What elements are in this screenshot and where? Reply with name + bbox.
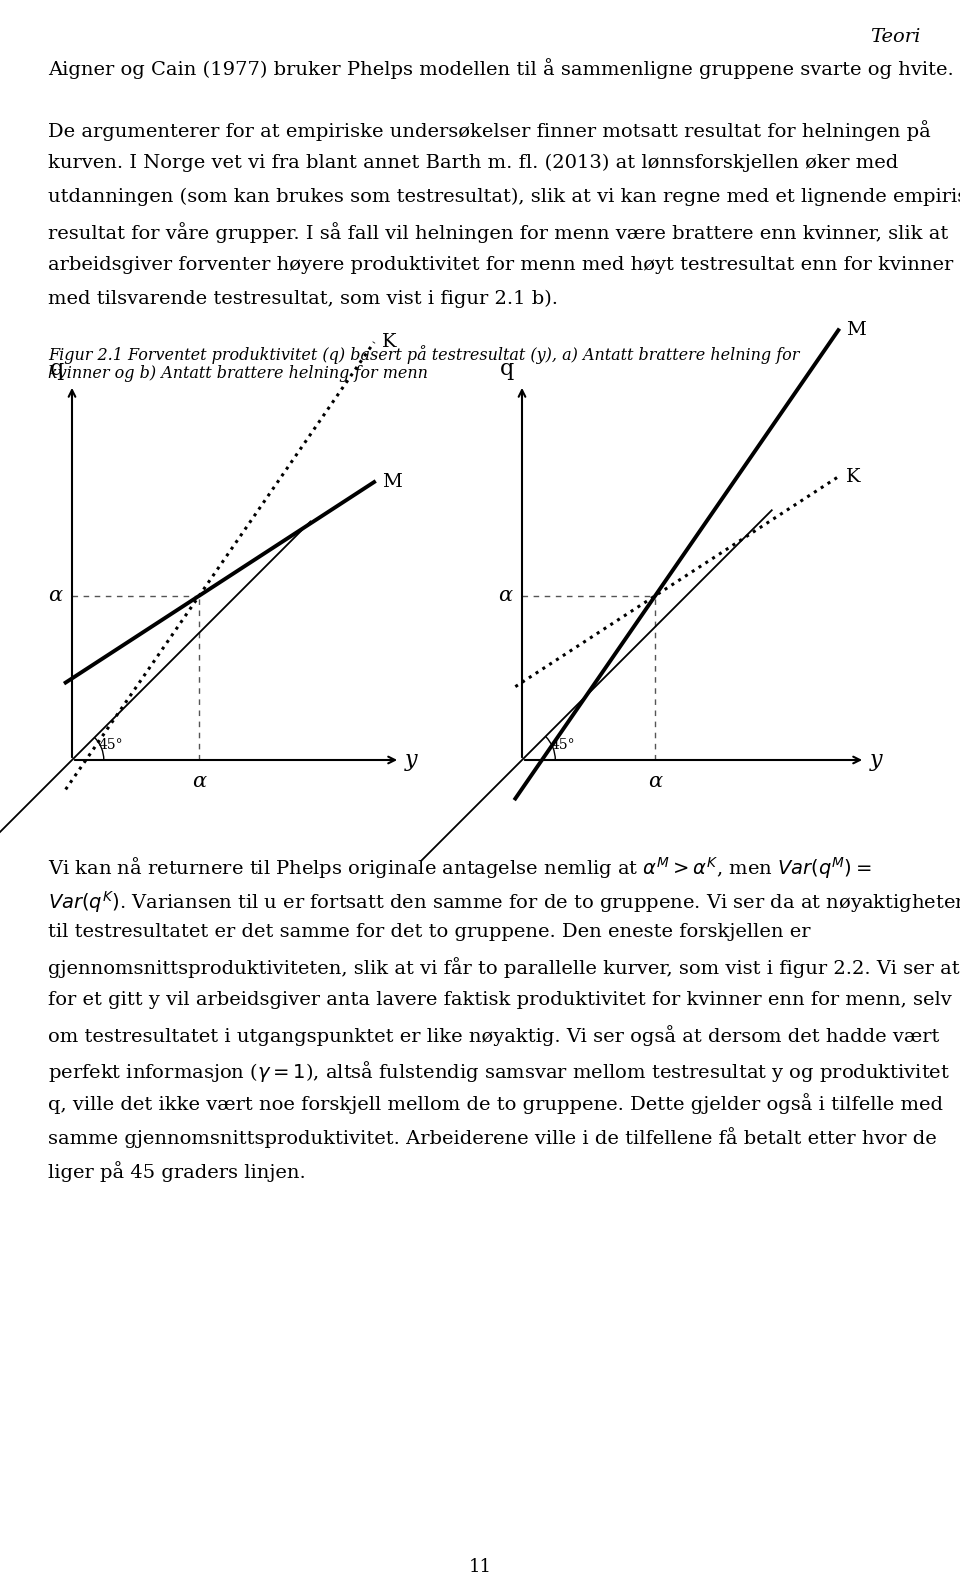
Text: M: M bbox=[847, 321, 866, 339]
Text: De argumenterer for at empiriske undersøkelser finner motsatt resultat for helni: De argumenterer for at empiriske undersø… bbox=[48, 120, 931, 141]
Text: $\mathit{Var}(q^K)$. Variansen til u er fortsatt den samme for de to gruppene. V: $\mathit{Var}(q^K)$. Variansen til u er … bbox=[48, 890, 960, 915]
Text: samme gjennomsnittsproduktivitet. Arbeiderene ville i de tilfellene få betalt et: samme gjennomsnittsproduktivitet. Arbeid… bbox=[48, 1127, 937, 1148]
Text: om testresultatet i utgangspunktet er like nøyaktig. Vi ser også at dersom det h: om testresultatet i utgangspunktet er li… bbox=[48, 1026, 940, 1046]
Text: y: y bbox=[870, 749, 882, 771]
Text: K: K bbox=[847, 467, 861, 486]
Text: α: α bbox=[648, 773, 662, 792]
Text: perfekt informasjon ($\gamma = 1$), altså fulstendig samsvar mellom testresultat: perfekt informasjon ($\gamma = 1$), alts… bbox=[48, 1059, 950, 1084]
Text: q: q bbox=[500, 358, 514, 380]
Text: Aigner og Cain (1977) bruker Phelps modellen til å sammenligne gruppene svarte o: Aigner og Cain (1977) bruker Phelps mode… bbox=[48, 59, 953, 79]
Text: α: α bbox=[498, 586, 512, 605]
Text: med tilsvarende testresultat, som vist i figur 2.1 b).: med tilsvarende testresultat, som vist i… bbox=[48, 290, 558, 309]
Text: M: M bbox=[382, 473, 402, 491]
Text: α: α bbox=[48, 586, 62, 605]
Text: α: α bbox=[192, 773, 206, 792]
Text: kvinner og b) Antatt brattere helning for menn: kvinner og b) Antatt brattere helning fo… bbox=[48, 366, 428, 382]
Text: for et gitt y vil arbeidsgiver anta lavere faktisk produktivitet for kvinner enn: for et gitt y vil arbeidsgiver anta lave… bbox=[48, 991, 951, 1008]
Text: y: y bbox=[405, 749, 418, 771]
Text: kurven. I Norge vet vi fra blant annet Barth m. fl. (2013) at lønnsforskjellen ø: kurven. I Norge vet vi fra blant annet B… bbox=[48, 154, 899, 173]
Text: til testresultatet er det samme for det to gruppene. Den eneste forskjellen er: til testresultatet er det samme for det … bbox=[48, 923, 810, 940]
Text: Vi kan nå returnere til Phelps originale antagelse nemlig at $\alpha^M > \alpha^: Vi kan nå returnere til Phelps originale… bbox=[48, 855, 872, 880]
Text: 45°: 45° bbox=[99, 738, 124, 752]
Text: 45°: 45° bbox=[550, 738, 575, 752]
Text: resultat for våre grupper. I så fall vil helningen for menn være brattere enn kv: resultat for våre grupper. I så fall vil… bbox=[48, 222, 948, 242]
Text: Figur 2.1 Forventet produktivitet (q) basert på testresultat (y), a) Antatt brat: Figur 2.1 Forventet produktivitet (q) ba… bbox=[48, 345, 800, 364]
Text: arbeidsgiver forventer høyere produktivitet for menn med høyt testresultat enn f: arbeidsgiver forventer høyere produktivi… bbox=[48, 256, 953, 274]
Text: liger på 45 graders linjen.: liger på 45 graders linjen. bbox=[48, 1160, 305, 1183]
Text: utdanningen (som kan brukes som testresultat), slik at vi kan regne med et ligne: utdanningen (som kan brukes som testresu… bbox=[48, 188, 960, 206]
Text: q, ville det ikke vært noe forskjell mellom de to gruppene. Dette gjelder også i: q, ville det ikke vært noe forskjell mel… bbox=[48, 1092, 943, 1114]
Text: K: K bbox=[382, 332, 396, 351]
Text: q: q bbox=[50, 358, 64, 380]
Text: Teori: Teori bbox=[870, 28, 920, 46]
Text: gjennomsnittsproduktiviteten, slik at vi får to parallelle kurver, som vist i fi: gjennomsnittsproduktiviteten, slik at vi… bbox=[48, 958, 960, 978]
Text: 11: 11 bbox=[468, 1558, 492, 1577]
